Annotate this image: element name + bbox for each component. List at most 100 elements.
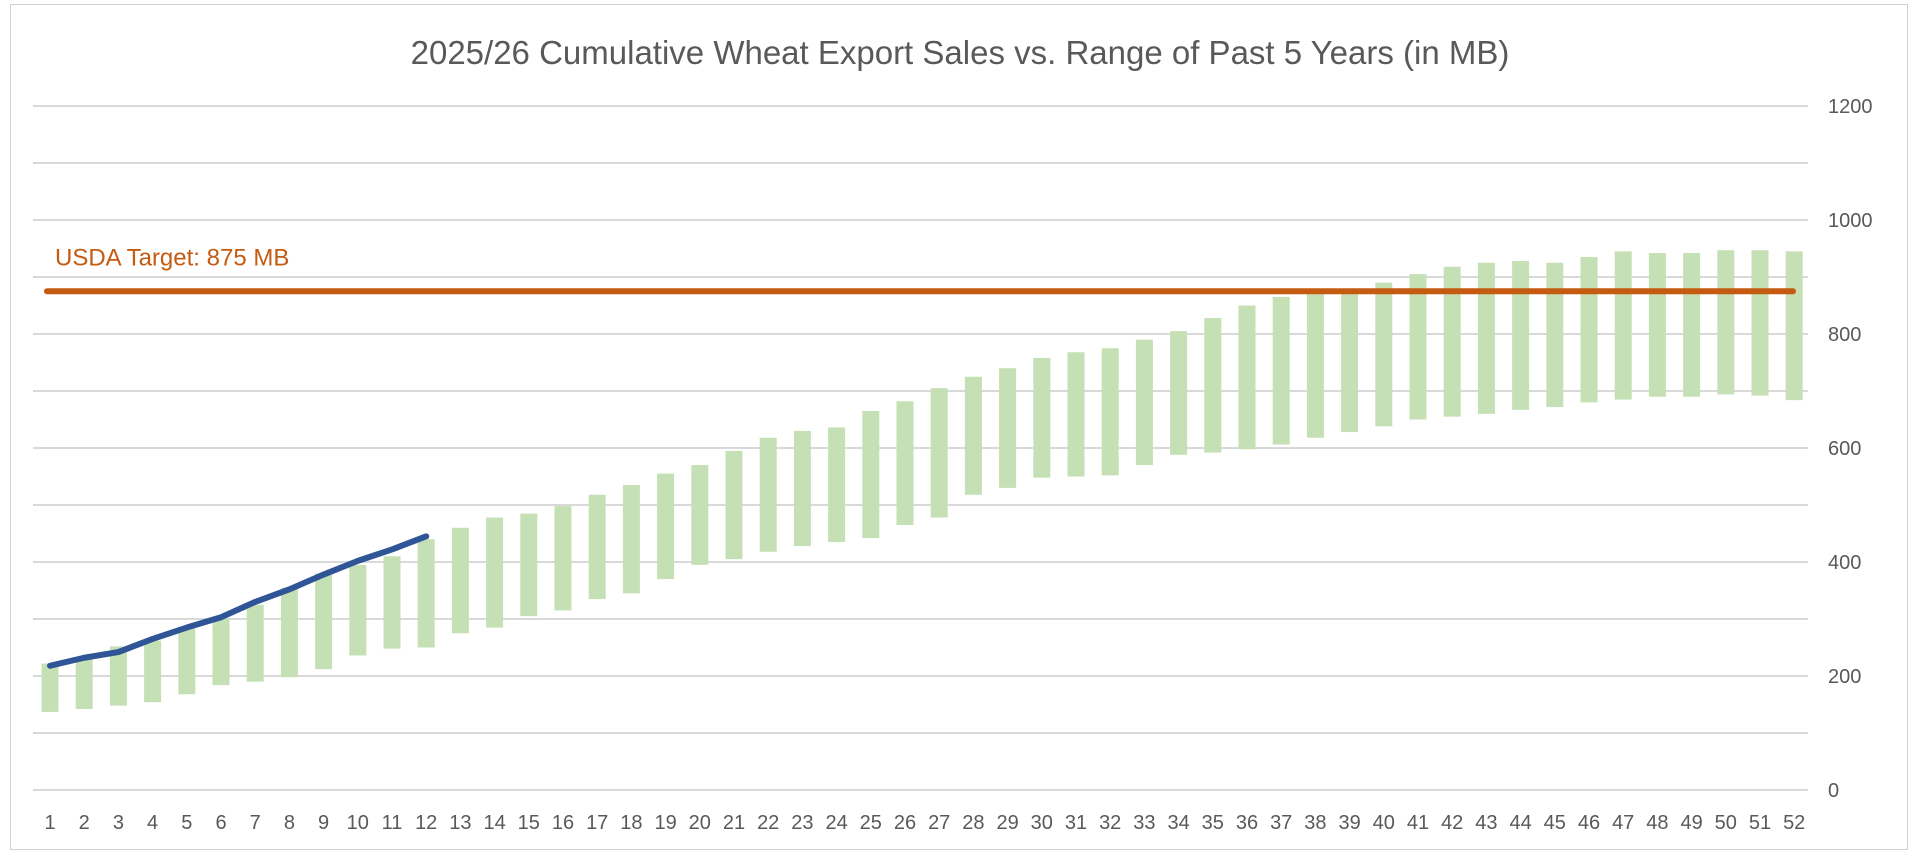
range-bar (759, 437, 777, 552)
range-bar (1546, 262, 1564, 407)
range-bar (1170, 331, 1188, 455)
x-tick-label: 18 (620, 812, 642, 834)
x-tick-label: 51 (1749, 812, 1771, 834)
x-tick-label: 5 (181, 812, 192, 834)
range-bar (691, 465, 709, 565)
x-tick-label: 28 (962, 812, 984, 834)
x-tick-label: 8 (284, 812, 295, 834)
range-bar (451, 527, 469, 634)
range-bar (1375, 282, 1393, 427)
y-tick-label: 0 (1828, 780, 1839, 802)
range-bar (999, 368, 1017, 488)
range-bar (1751, 250, 1769, 396)
range-bar (1580, 257, 1598, 403)
x-tick-label: 12 (415, 812, 437, 834)
x-tick-label: 20 (689, 812, 711, 834)
x-tick-label: 45 (1544, 812, 1566, 834)
x-tick-label: 49 (1680, 812, 1702, 834)
x-tick-label: 9 (318, 812, 329, 834)
x-tick-label: 47 (1612, 812, 1634, 834)
range-bar (1409, 274, 1427, 420)
range-bar (657, 473, 675, 580)
range-bar (349, 564, 367, 656)
range-bar (178, 627, 196, 695)
range-bar (246, 604, 264, 682)
x-tick-label: 36 (1236, 812, 1258, 834)
range-bar (144, 640, 162, 703)
x-tick-label: 42 (1441, 812, 1463, 834)
x-tick-label: 17 (586, 812, 608, 834)
y-axis-ticks: 0 200 400 600 800 1000 1200 (1828, 96, 1873, 802)
range-bar (1306, 294, 1324, 438)
range-bar (725, 450, 743, 560)
range-bar (383, 556, 401, 649)
gridlines (33, 105, 1808, 791)
x-tick-label: 4 (147, 812, 158, 834)
y-tick-label: 1000 (1828, 210, 1873, 232)
range-bar (1135, 339, 1153, 466)
range-bar (964, 376, 982, 495)
x-tick-label: 27 (928, 812, 950, 834)
x-tick-label: 41 (1407, 812, 1429, 834)
range-bar (486, 517, 504, 628)
x-tick-label: 43 (1475, 812, 1497, 834)
x-tick-label: 34 (1167, 812, 1189, 834)
range-bar (862, 410, 880, 539)
x-tick-label: 25 (860, 812, 882, 834)
y-tick-label: 1200 (1828, 96, 1873, 118)
range-bar (520, 513, 538, 617)
range-bar (1512, 261, 1530, 410)
y-tick-label: 800 (1828, 324, 1861, 346)
x-tick-label: 29 (996, 812, 1018, 834)
x-tick-label: 30 (1031, 812, 1053, 834)
chart-title: 2025/26 Cumulative Wheat Export Sales vs… (410, 34, 1510, 71)
y-tick-label: 200 (1828, 666, 1861, 688)
x-tick-label: 21 (723, 812, 745, 834)
x-tick-label: 15 (518, 812, 540, 834)
x-tick-label: 31 (1065, 812, 1087, 834)
x-tick-label: 40 (1373, 812, 1395, 834)
range-bar (109, 646, 127, 706)
x-axis-ticks: 1 2 3 4 5 6 7 8 9 10 11 12 13 14 15 16 17 18 19 20 21 22 23 24 2… (44, 812, 1805, 834)
range-bar (930, 388, 948, 518)
series-line (47, 533, 430, 669)
reference-line-group: USDA Target: 875 MB (44, 244, 1796, 295)
range-bar (1101, 348, 1119, 476)
x-tick-label: 26 (894, 812, 916, 834)
range-bar (622, 485, 640, 594)
x-tick-label: 2 (79, 812, 90, 834)
range-bar (315, 573, 333, 670)
range-bar (1067, 352, 1085, 477)
x-tick-label: 22 (757, 812, 779, 834)
x-tick-label: 16 (552, 812, 574, 834)
x-tick-label: 50 (1715, 812, 1737, 834)
x-tick-label: 38 (1304, 812, 1326, 834)
series-lines (47, 533, 430, 669)
range-bar (588, 494, 606, 600)
range-bar (1033, 357, 1051, 478)
x-tick-label: 1 (44, 812, 55, 834)
x-tick-label: 7 (250, 812, 261, 834)
range-bar (1238, 305, 1256, 450)
y-tick-label: 600 (1828, 438, 1861, 460)
x-tick-label: 19 (654, 812, 676, 834)
x-tick-label: 32 (1099, 812, 1121, 834)
range-bar (1341, 288, 1359, 433)
range-bar (41, 663, 59, 712)
range-bar (417, 539, 435, 648)
x-tick-label: 14 (483, 812, 505, 834)
x-tick-label: 52 (1783, 812, 1805, 834)
range-bar (828, 427, 846, 543)
x-tick-label: 13 (449, 812, 471, 834)
x-tick-label: 3 (113, 812, 124, 834)
x-tick-label: 37 (1270, 812, 1292, 834)
range-bar (554, 506, 572, 611)
range-bar (1204, 318, 1222, 453)
x-tick-label: 10 (347, 812, 369, 834)
range-bar (1443, 266, 1461, 417)
range-bar (212, 619, 230, 686)
range-bar (1648, 253, 1666, 397)
range-bar (75, 657, 93, 710)
x-tick-label: 46 (1578, 812, 1600, 834)
